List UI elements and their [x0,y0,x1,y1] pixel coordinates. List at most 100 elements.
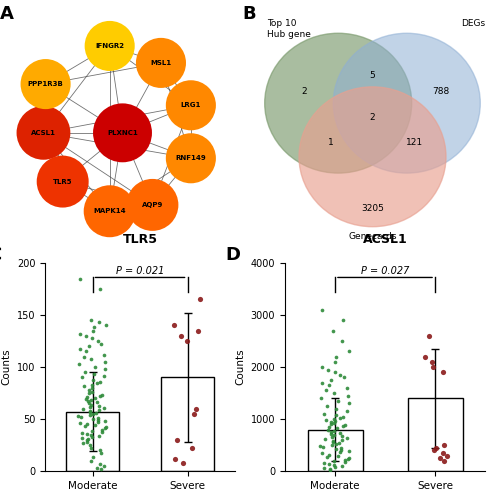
Circle shape [334,33,480,173]
Point [330,427,338,434]
Text: MAPK14: MAPK14 [94,208,126,214]
Point [336,371,344,379]
Point [344,392,352,400]
Point [332,353,340,361]
Text: 788: 788 [432,87,450,96]
Point [183,337,191,345]
Point [89,410,97,418]
Point [316,442,324,450]
Point [338,444,345,452]
Point [86,441,94,449]
Text: C: C [0,246,1,264]
Point [442,451,450,459]
Point [344,455,352,463]
Point [118,129,126,137]
Point [92,409,100,417]
Text: Top 10
Hub gene: Top 10 Hub gene [267,19,311,39]
Point [76,330,84,338]
Point [180,459,188,467]
Point [344,384,351,392]
Point [94,418,102,426]
Point [76,275,84,283]
Point [82,332,90,340]
Point [84,435,92,443]
Point [96,460,104,468]
Point [83,393,91,401]
Point [97,465,105,473]
Title: TLR5: TLR5 [122,234,158,247]
Point [85,342,93,350]
Point [91,422,99,430]
Text: 1: 1 [328,138,334,147]
Circle shape [299,87,446,227]
Point [344,400,352,408]
Point [190,410,198,418]
Point [84,397,92,405]
Point [335,439,343,447]
Point [333,425,341,433]
Point [76,419,84,427]
Point [328,433,336,441]
Point [87,396,95,404]
Point [177,332,185,340]
Point [84,389,92,397]
Point [97,340,105,348]
Y-axis label: Counts: Counts [1,349,11,385]
Point [96,406,104,414]
Point [96,285,104,293]
Point [96,446,104,454]
Point [328,437,336,445]
Point [326,424,334,432]
Point [332,445,340,453]
Point [90,371,98,378]
Point [328,376,336,384]
Point [89,375,97,383]
Point [336,429,344,436]
Point [83,421,91,429]
Point [327,421,335,429]
Bar [162,377,214,471]
Point [170,321,178,329]
Point [336,414,344,422]
Point [322,416,330,424]
Point [330,461,338,469]
Point [344,407,351,415]
Point [58,178,66,186]
Point [157,59,165,67]
Point [88,431,96,439]
Point [341,458,349,466]
Point [100,351,108,359]
Point [100,404,108,412]
Text: 2: 2 [370,113,376,122]
Point [334,397,342,405]
Point [88,388,96,396]
Point [80,353,88,361]
Point [95,318,103,326]
Point [87,444,95,452]
Point [80,405,88,413]
Point [344,447,352,455]
Point [94,379,102,387]
Point [320,459,328,467]
Point [94,464,102,472]
Point [318,449,326,457]
Point [316,394,324,402]
Point [324,381,332,389]
Point [346,347,354,355]
Point [100,372,108,380]
Point [148,201,156,209]
Point [194,327,202,335]
Point [187,154,195,162]
Point [318,379,326,387]
Point [338,462,346,470]
Point [322,386,330,394]
Point [98,391,106,399]
Point [330,457,338,465]
Point [440,449,448,457]
Point [94,414,102,422]
Point [330,415,338,423]
Point [83,430,91,437]
Point [88,457,96,465]
Point [171,455,179,463]
Point [328,441,336,449]
